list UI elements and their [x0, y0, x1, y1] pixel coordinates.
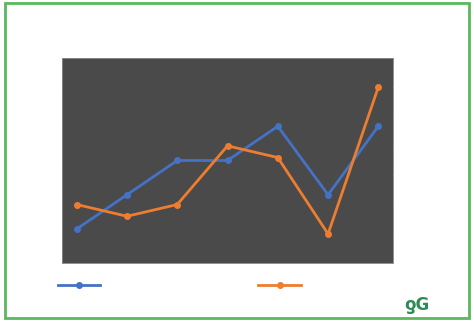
FancyBboxPatch shape	[5, 3, 469, 318]
Number of Paid courses sold	[325, 193, 331, 197]
Percentage of Students Enrolled	[74, 203, 80, 206]
Number of Paid courses sold	[174, 159, 180, 162]
Number of Paid courses sold	[225, 159, 230, 162]
Number of Paid courses sold	[275, 124, 281, 128]
X-axis label: YEAR: YEAR	[215, 288, 240, 297]
Text: ƍG: ƍG	[404, 296, 430, 314]
Number of Paid courses sold	[375, 124, 381, 128]
Title: Courses vs Enrollment: Courses vs Enrollment	[132, 38, 323, 52]
Number of Paid courses sold	[124, 193, 130, 197]
Text: Number of Paid courses sold: Number of Paid courses sold	[109, 280, 248, 290]
Y-axis label: PERCENTAGE OF STUDENTS ENROLLED: PERCENTAGE OF STUDENTS ENROLLED	[428, 78, 437, 243]
Percentage of Students Enrolled	[124, 214, 130, 218]
Number of Paid courses sold	[74, 227, 80, 231]
Line: Percentage of Students Enrolled: Percentage of Students Enrolled	[74, 84, 381, 237]
Percentage of Students Enrolled	[174, 203, 180, 206]
Percentage of Students Enrolled	[225, 144, 230, 148]
Y-axis label: NUMBER OF COURSES SOLD: NUMBER OF COURSES SOLD	[27, 101, 36, 220]
Text: Percentage of Students Enrolled: Percentage of Students Enrolled	[310, 280, 466, 290]
Percentage of Students Enrolled	[375, 85, 381, 89]
Percentage of Students Enrolled	[325, 232, 331, 236]
Line: Number of Paid courses sold: Number of Paid courses sold	[74, 124, 381, 232]
Percentage of Students Enrolled	[275, 156, 281, 160]
